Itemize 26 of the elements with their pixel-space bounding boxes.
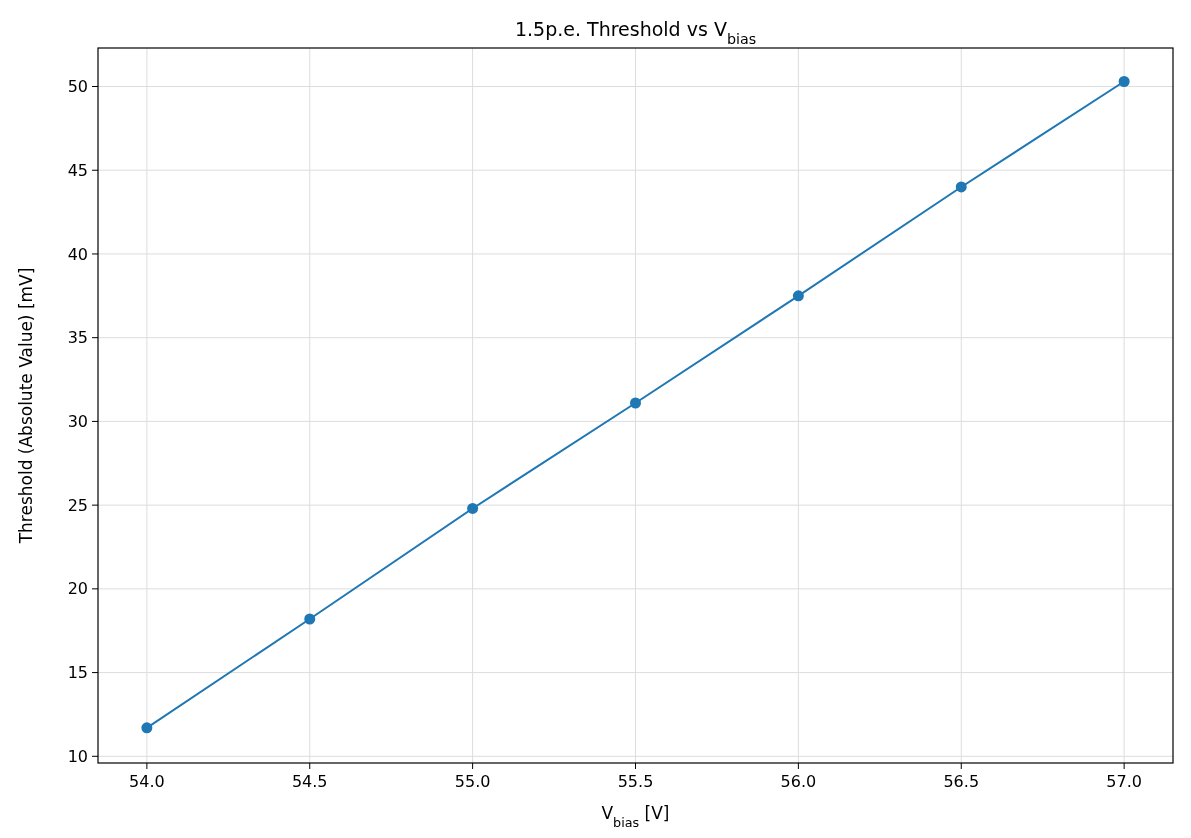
- point: [792, 290, 804, 302]
- x-tick-label: 56.5: [943, 772, 980, 791]
- y-tick-label: 45: [67, 160, 88, 180]
- y-tick-label: 10: [67, 746, 88, 766]
- point: [141, 722, 153, 734]
- x-tick-label: 55.0: [454, 772, 491, 791]
- point: [630, 397, 641, 409]
- y-tick-label: 50: [67, 77, 88, 97]
- y-tick-label: 25: [67, 495, 88, 515]
- x-tick-label: 57.0: [1106, 772, 1142, 791]
- y-tick-label: 35: [67, 328, 88, 348]
- x-tick-label: 54.0: [129, 772, 165, 791]
- x-tick-label: 56.0: [780, 772, 817, 791]
- chart-title: 1.5p.e. Threshold vs V$_{bias}$: [514, 18, 757, 47]
- point: [1118, 75, 1130, 87]
- y-tick-label: 15: [67, 663, 88, 683]
- y-tick-label: 30: [67, 412, 88, 432]
- x-axis-title: V$_{bias}$ [V]: [601, 803, 670, 830]
- y-tick-label: 40: [67, 244, 88, 264]
- point: [955, 181, 967, 193]
- x-tick-label: 54.5: [291, 772, 328, 791]
- y-tick-label: 20: [67, 579, 88, 599]
- x-tick-label: 55.5: [617, 772, 654, 791]
- point: [467, 502, 479, 514]
- y-axis-title: Threshold (Absolute Value) [mV]: [16, 267, 36, 545]
- point: [304, 613, 316, 625]
